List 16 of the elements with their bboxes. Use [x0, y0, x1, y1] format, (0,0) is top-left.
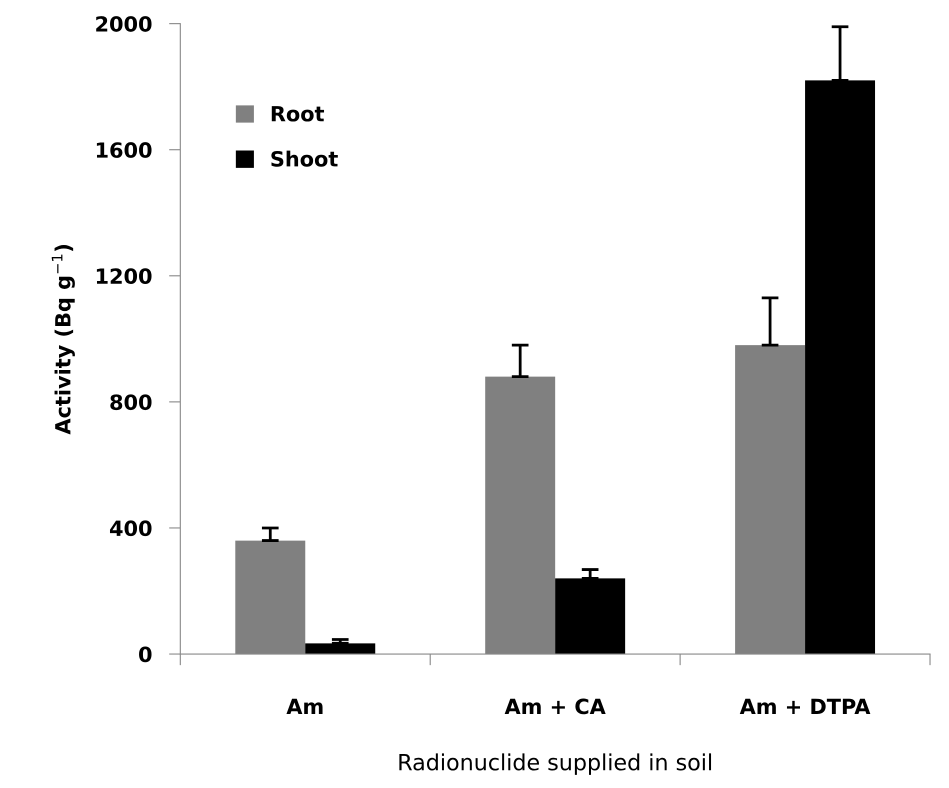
y-tick-label: 1600: [96, 142, 152, 158]
x-axis-title: Radionuclide supplied in soil: [399, 753, 712, 775]
bar: [805, 80, 876, 654]
y-axis-title: Activity (Bq g$^{−1}$): [52, 245, 75, 434]
legend-label: Root: [272, 106, 324, 122]
y-tick-label: 2000: [96, 16, 152, 32]
y-tick-label: 800: [110, 394, 152, 410]
bar: [305, 643, 376, 654]
legend-label: Shoot: [271, 150, 338, 167]
x-tick-label: Am: [286, 698, 323, 714]
x-tick-label: Am + CA: [504, 698, 606, 714]
y-tick-label: 0: [139, 646, 152, 662]
y-tick-label: 1200: [96, 268, 152, 284]
y-tick-label: 400: [110, 520, 152, 536]
x-tick-label: Am + DTPA: [740, 698, 870, 714]
bar: [555, 578, 626, 654]
